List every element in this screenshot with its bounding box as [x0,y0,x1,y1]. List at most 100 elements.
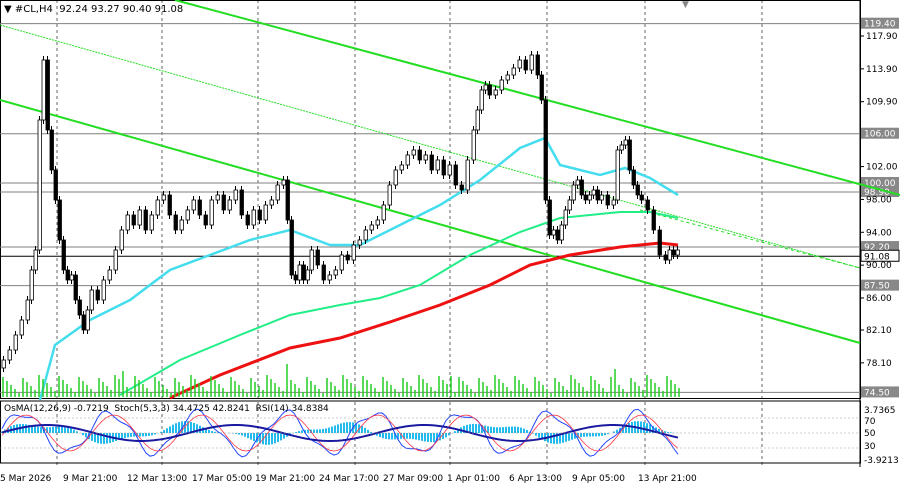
price-tick-label: 86.00 [866,294,892,304]
candle-body [667,249,672,261]
candle-body [505,74,510,81]
candle-body [19,319,24,336]
candle-body [623,139,628,146]
candle-body [113,249,118,271]
candle-body [599,194,604,201]
candle-body [663,254,668,261]
indicator-scale-label: 30 [864,442,876,452]
candle-body [423,154,428,161]
candle-body [191,199,196,211]
trend-channel-line [174,0,900,196]
candle-body [551,229,556,236]
time-axis-label: 17 Mar 05:00 [192,474,252,484]
candle-body [619,144,624,151]
candle-body [107,269,112,281]
candle-body [69,274,74,281]
level-label: 87.50 [864,282,890,292]
candle-body [1,359,6,369]
candle-body [119,229,124,251]
candle-body [387,184,392,206]
stochastic-main-line [1,408,679,458]
candle-body [179,219,184,231]
level-label: 106.00 [864,130,896,140]
ohlc-values: 92.24 93.27 90.40 91.08 [59,4,184,15]
candle-body [327,274,332,281]
candle-body [459,184,464,191]
time-axis-label: 19 Mar 21:00 [255,474,315,484]
candle-body [475,109,480,131]
candle-body [65,269,70,281]
candle-body [167,194,172,216]
candle-body [305,269,310,281]
moving-average-mid [119,211,679,396]
candle-body [543,99,548,201]
candle-body [77,299,82,316]
candle-body [215,194,220,201]
level-label-box [861,279,899,291]
candle-body [511,67,516,76]
candle-body [245,214,250,226]
price-tick-label: 117.90 [866,32,898,42]
candle-body [657,229,662,256]
time-axis-label: 1 Apr 01:00 [447,474,500,484]
candle-body [631,169,636,186]
candle-body [517,59,522,69]
time-axis-label: 6 Apr 13:00 [509,474,562,484]
candle-body [81,314,86,331]
candle-body [197,199,202,216]
candle-body [293,274,298,281]
level-label-box [861,177,899,188]
level-label-box [861,241,899,253]
candle-body [351,244,356,261]
candle-body [465,159,470,191]
indicator-header: OsMA(12,26,9) -0.7219 Stoch(5,3,3) 34.47… [4,404,329,414]
price-tick-label: 94.00 [866,228,892,238]
time-axis-label: 13 Apr 21:00 [638,474,697,484]
scroll-caret-icon[interactable]: ▼ [682,0,689,10]
candle-body [251,209,256,226]
candle-body [301,264,306,281]
indicator-scale-label: 50 [864,429,876,439]
candle-body [429,154,434,171]
candle-body [567,199,572,211]
candle-body [297,264,302,281]
candle-body [203,214,208,226]
candle-body [493,89,498,96]
level-label: 98.90 [864,188,890,198]
candle-body [487,84,492,96]
candle-body [447,164,452,176]
candle-body [579,179,584,196]
symbol-label: ▼ #CL,H4 [4,4,53,15]
candle-body [137,209,142,226]
candle-body [309,249,314,271]
candle-body [591,189,596,196]
trend-channel-line [0,24,861,269]
candle-body [45,59,50,131]
level-label-box [861,186,899,198]
candle-body [7,349,12,361]
price-tick-label: 90.00 [866,261,892,271]
candle-body [393,169,398,186]
trend-extension-line [639,209,861,269]
time-axis-label: 5 Mar 2026 [0,474,52,484]
time-axis-label: 9 Apr 05:00 [572,474,625,484]
trend-channel-line [0,99,861,344]
candle-body [555,229,560,241]
candle-body [233,189,238,201]
candle-body [575,179,580,186]
time-axis-label: 27 Mar 09:00 [383,474,443,484]
candle-body [375,219,380,226]
candle-body [85,309,90,331]
level-label: 119.40 [864,20,896,30]
candle-body [369,224,374,231]
candle-body [315,249,320,266]
candle-body [239,189,244,216]
candle-body [453,164,458,186]
candle-body [411,149,416,156]
candle-body [651,209,656,231]
candle-body [57,199,62,241]
candle-body [257,209,262,221]
level-label-box [861,386,899,398]
